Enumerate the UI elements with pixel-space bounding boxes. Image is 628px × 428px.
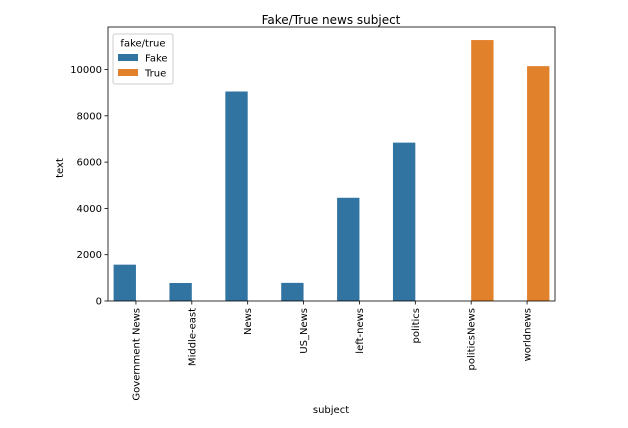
bar-fake-government-news	[113, 264, 136, 301]
x-axis-title: subject	[313, 405, 349, 416]
bar-fake-us-news	[281, 282, 304, 301]
legend-swatch-fake	[118, 54, 138, 61]
plot-frame	[107, 26, 556, 302]
bar-fake-politics	[392, 142, 416, 301]
y-tick-label: 6000	[77, 158, 102, 169]
y-tick-label: 8000	[77, 111, 102, 122]
legend-label-true: True	[144, 69, 166, 80]
y-axis-title: text	[55, 158, 66, 178]
bar-fake-left-news	[337, 197, 360, 301]
legend-label-fake: Fake	[145, 54, 168, 65]
legend: fake/true Fake True	[112, 33, 174, 85]
x-tick-label: worldnews	[523, 308, 534, 361]
x-tick-label: politics	[411, 308, 422, 343]
x-tick-label: left-news	[355, 308, 366, 354]
y-tick-label: 10000	[70, 65, 102, 76]
legend-title: fake/true	[120, 39, 165, 50]
bar-fake-news	[225, 91, 248, 301]
x-tick-label: politicsNews	[467, 308, 478, 370]
axes-group: 0 2000 4000 6000 8000 10000 Government News Mid…	[70, 26, 556, 401]
y-tick-label: 0	[96, 297, 102, 308]
bar-true-politicsnews	[471, 40, 494, 302]
chart-title: Fake/True news subject	[262, 13, 401, 27]
bar-true-worldnews	[527, 66, 550, 301]
x-tick-label: US_News	[299, 308, 310, 354]
y-tick-label: 2000	[77, 250, 102, 261]
x-tick-label: Government News	[131, 308, 142, 401]
y-tick-label: 4000	[77, 204, 102, 215]
x-tick-label: Middle-east	[187, 308, 198, 366]
x-tick-label: News	[243, 308, 254, 335]
bars-group	[113, 40, 550, 302]
legend-swatch-true	[118, 69, 138, 76]
bar-fake-middle-east	[169, 282, 192, 301]
